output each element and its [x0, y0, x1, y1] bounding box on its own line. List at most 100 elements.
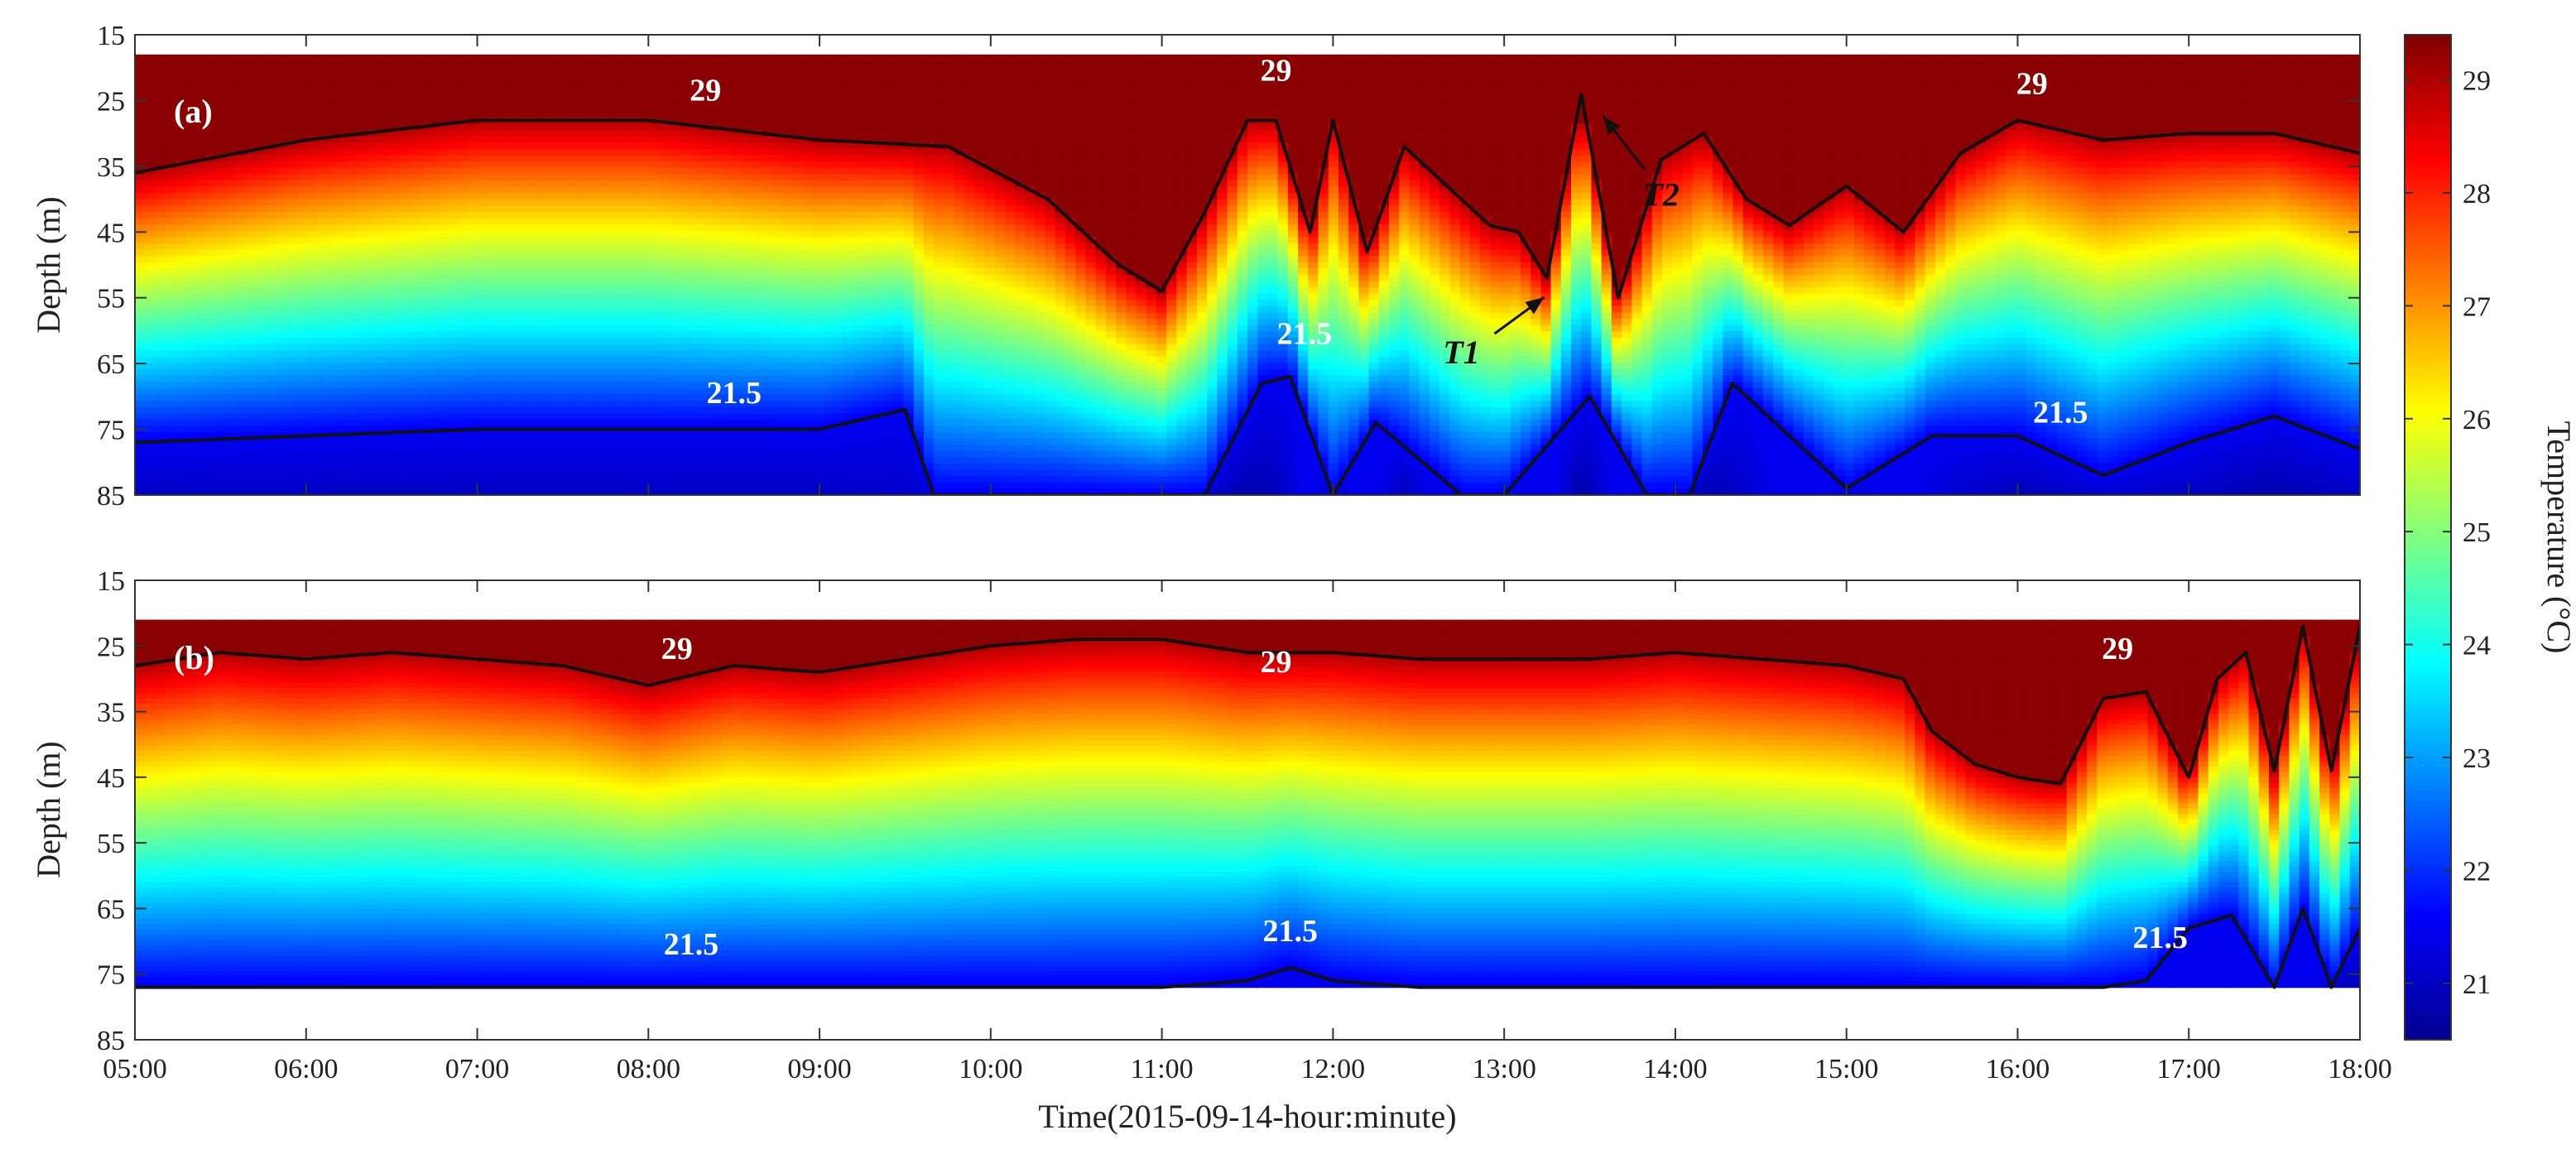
heatmap-cell: [661, 136, 672, 144]
heatmap-cell: [812, 469, 824, 477]
heatmap-cell: [438, 387, 449, 396]
heatmap-cell: [812, 319, 824, 326]
heatmap-cell: [822, 457, 834, 464]
heatmap-cell: [742, 130, 753, 137]
heatmap-cell: [478, 406, 490, 414]
heatmap-cell: [185, 431, 197, 440]
heatmap-cell: [579, 99, 591, 106]
heatmap-cell: [529, 325, 541, 333]
heatmap-cell: [670, 293, 682, 301]
heatmap-cell: [256, 450, 267, 459]
heatmap-cell: [579, 438, 591, 445]
heatmap-cell: [377, 394, 389, 401]
heatmap-cell: [771, 268, 783, 276]
heatmap-cell: [822, 274, 834, 282]
heatmap-cell: [661, 167, 672, 176]
heatmap-cell: [539, 368, 550, 377]
heatmap-cell: [327, 293, 339, 301]
heatmap-cell: [215, 400, 227, 408]
heatmap-cell: [762, 193, 773, 200]
heatmap-cell: [296, 344, 308, 351]
heatmap-cell: [316, 457, 328, 464]
heatmap-cell: [469, 469, 480, 477]
heatmap-cell: [387, 387, 399, 396]
heatmap-cell: [185, 262, 197, 270]
heatmap-cell: [589, 155, 601, 162]
heatmap-cell: [377, 400, 389, 408]
heatmap-cell: [387, 281, 399, 288]
heatmap-column: [833, 54, 844, 495]
heatmap-cell: [600, 363, 612, 370]
heatmap-cell: [812, 243, 824, 251]
heatmap-cell: [771, 337, 783, 345]
heatmap-cell: [701, 256, 713, 263]
heatmap-cell: [640, 224, 651, 232]
heatmap-cell: [306, 488, 318, 495]
heatmap-cell: [661, 54, 672, 62]
heatmap-cell: [448, 325, 459, 333]
heatmap-cell: [670, 305, 682, 314]
heatmap-cell: [185, 287, 197, 295]
heatmap-cell: [469, 331, 480, 339]
heatmap-cell: [438, 445, 449, 452]
heatmap-cell: [661, 413, 672, 421]
heatmap-cell: [802, 54, 814, 62]
heatmap-cell: [701, 363, 713, 370]
heatmap-cell: [316, 293, 328, 301]
heatmap-cell: [256, 262, 267, 270]
heatmap-cell: [529, 476, 541, 483]
heatmap-cell: [620, 155, 632, 162]
heatmap-cell: [792, 325, 804, 333]
heatmap-cell: [438, 281, 449, 288]
heatmap-cell: [448, 73, 459, 81]
heatmap-cell: [145, 344, 156, 351]
heatmap-cell: [236, 186, 248, 194]
heatmap-cell: [377, 136, 389, 144]
heatmap-cell: [145, 85, 156, 94]
heatmap-cell: [428, 262, 440, 270]
heatmap-cell: [752, 243, 763, 251]
heatmap-cell: [347, 382, 358, 389]
heatmap-cell: [752, 249, 763, 257]
heatmap-cell: [680, 167, 692, 176]
heatmap-cell: [560, 438, 571, 445]
heatmap-cell: [175, 375, 186, 382]
heatmap-cell: [286, 363, 298, 370]
heatmap-cell: [215, 274, 227, 282]
heatmap-cell: [771, 79, 783, 87]
heatmap-cell: [691, 67, 703, 75]
heatmap-cell: [368, 148, 379, 156]
heatmap-cell: [205, 344, 217, 351]
heatmap-cell: [529, 123, 541, 131]
heatmap-cell: [276, 426, 288, 433]
heatmap-cell: [488, 375, 500, 382]
heatmap-cell: [306, 274, 318, 282]
heatmap-cell: [135, 400, 147, 408]
heatmap-cell: [509, 130, 521, 137]
heatmap-cell: [469, 111, 480, 118]
heatmap-column: [651, 54, 662, 495]
heatmap-cell: [802, 337, 814, 345]
heatmap-cell: [276, 230, 288, 238]
heatmap-cell: [711, 67, 723, 75]
heatmap-cell: [589, 199, 601, 207]
heatmap-cell: [135, 337, 147, 345]
heatmap-cell: [145, 431, 156, 440]
heatmap-cell: [327, 67, 339, 75]
heatmap-cell: [498, 476, 510, 483]
heatmap-cell: [721, 67, 733, 75]
heatmap-cell: [327, 54, 339, 62]
heatmap-cell: [165, 117, 176, 125]
heatmap-cell: [286, 224, 298, 232]
heatmap-cell: [589, 224, 601, 232]
heatmap-column: [175, 54, 186, 495]
heatmap-cell: [316, 406, 328, 414]
heatmap-cell: [560, 148, 571, 156]
heatmap-cell: [762, 111, 773, 118]
heatmap-cell: [327, 368, 339, 377]
heatmap-cell: [478, 99, 490, 106]
heatmap-cell: [752, 325, 763, 333]
heatmap-cell: [296, 325, 308, 333]
heatmap-cell: [469, 262, 480, 270]
heatmap-cell: [418, 85, 430, 94]
